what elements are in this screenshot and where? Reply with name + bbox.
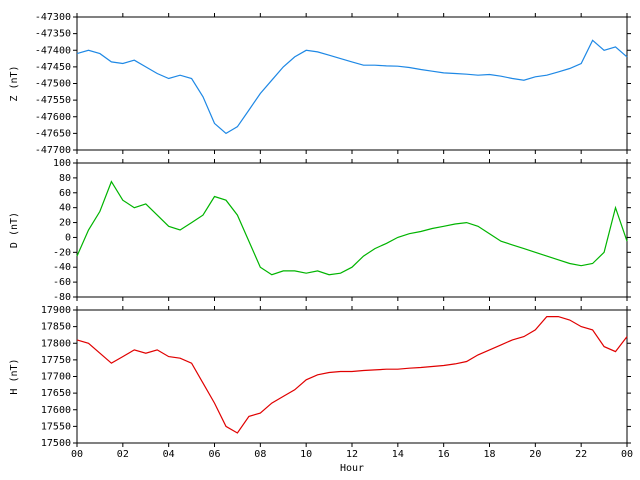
- y-tick-label: 17700: [41, 372, 71, 383]
- x-tick-label: 08: [254, 449, 266, 460]
- y-tick-label: 60: [59, 188, 71, 199]
- y-tick-label: -47400: [35, 45, 71, 56]
- y-axis-label: Z (nT): [9, 65, 20, 101]
- y-tick-label: 80: [59, 173, 71, 184]
- x-tick-label: 00: [621, 449, 633, 460]
- x-axis-label: Hour: [340, 463, 364, 474]
- y-tick-label: -47650: [35, 128, 71, 139]
- y-tick-label: -47500: [35, 79, 71, 90]
- y-tick-label: 17550: [41, 421, 71, 432]
- x-tick-label: 16: [438, 449, 450, 460]
- y-tick-label: -47300: [35, 12, 71, 23]
- y-tick-label: 17650: [41, 388, 71, 399]
- y-tick-label: -47550: [35, 95, 71, 106]
- y-tick-label: -47350: [35, 29, 71, 40]
- x-tick-label: 12: [346, 449, 358, 460]
- x-tick-label: 02: [117, 449, 129, 460]
- y-tick-label: 17500: [41, 438, 71, 449]
- y-tick-label: -47450: [35, 62, 71, 73]
- data-line: [76, 39, 628, 135]
- y-tick-label: -60: [53, 277, 71, 288]
- x-tick-label: 20: [529, 449, 541, 460]
- y-tick-label: 0: [65, 232, 71, 243]
- y-tick-label: 17900: [41, 305, 71, 316]
- x-tick-label: 00: [71, 449, 83, 460]
- y-tick-label: -47700: [35, 145, 71, 156]
- x-tick-label: 10: [300, 449, 312, 460]
- x-tick-label: 14: [392, 449, 404, 460]
- y-tick-label: 17750: [41, 355, 71, 366]
- data-line: [76, 316, 628, 434]
- plot-frame: [76, 162, 628, 298]
- y-tick-label: 17800: [41, 338, 71, 349]
- x-tick-label: 04: [163, 449, 175, 460]
- y-tick-label: 40: [59, 203, 71, 214]
- data-line: [76, 180, 628, 276]
- y-tick-label: -20: [53, 247, 71, 258]
- y-tick-label: 17600: [41, 405, 71, 416]
- y-tick-label: 100: [53, 158, 71, 169]
- y-tick-label: -80: [53, 292, 71, 303]
- plot-frame: [76, 309, 628, 444]
- y-axis-label: H (nT): [9, 358, 20, 394]
- x-tick-label: 22: [575, 449, 587, 460]
- x-tick-label: 18: [483, 449, 495, 460]
- plot-frame: [76, 16, 628, 151]
- y-tick-label: 17850: [41, 322, 71, 333]
- y-axis-label: D (nT): [9, 212, 20, 248]
- x-tick-label: 06: [208, 449, 220, 460]
- y-tick-label: -47600: [35, 112, 71, 123]
- y-tick-label: 20: [59, 218, 71, 229]
- y-tick-label: -40: [53, 262, 71, 273]
